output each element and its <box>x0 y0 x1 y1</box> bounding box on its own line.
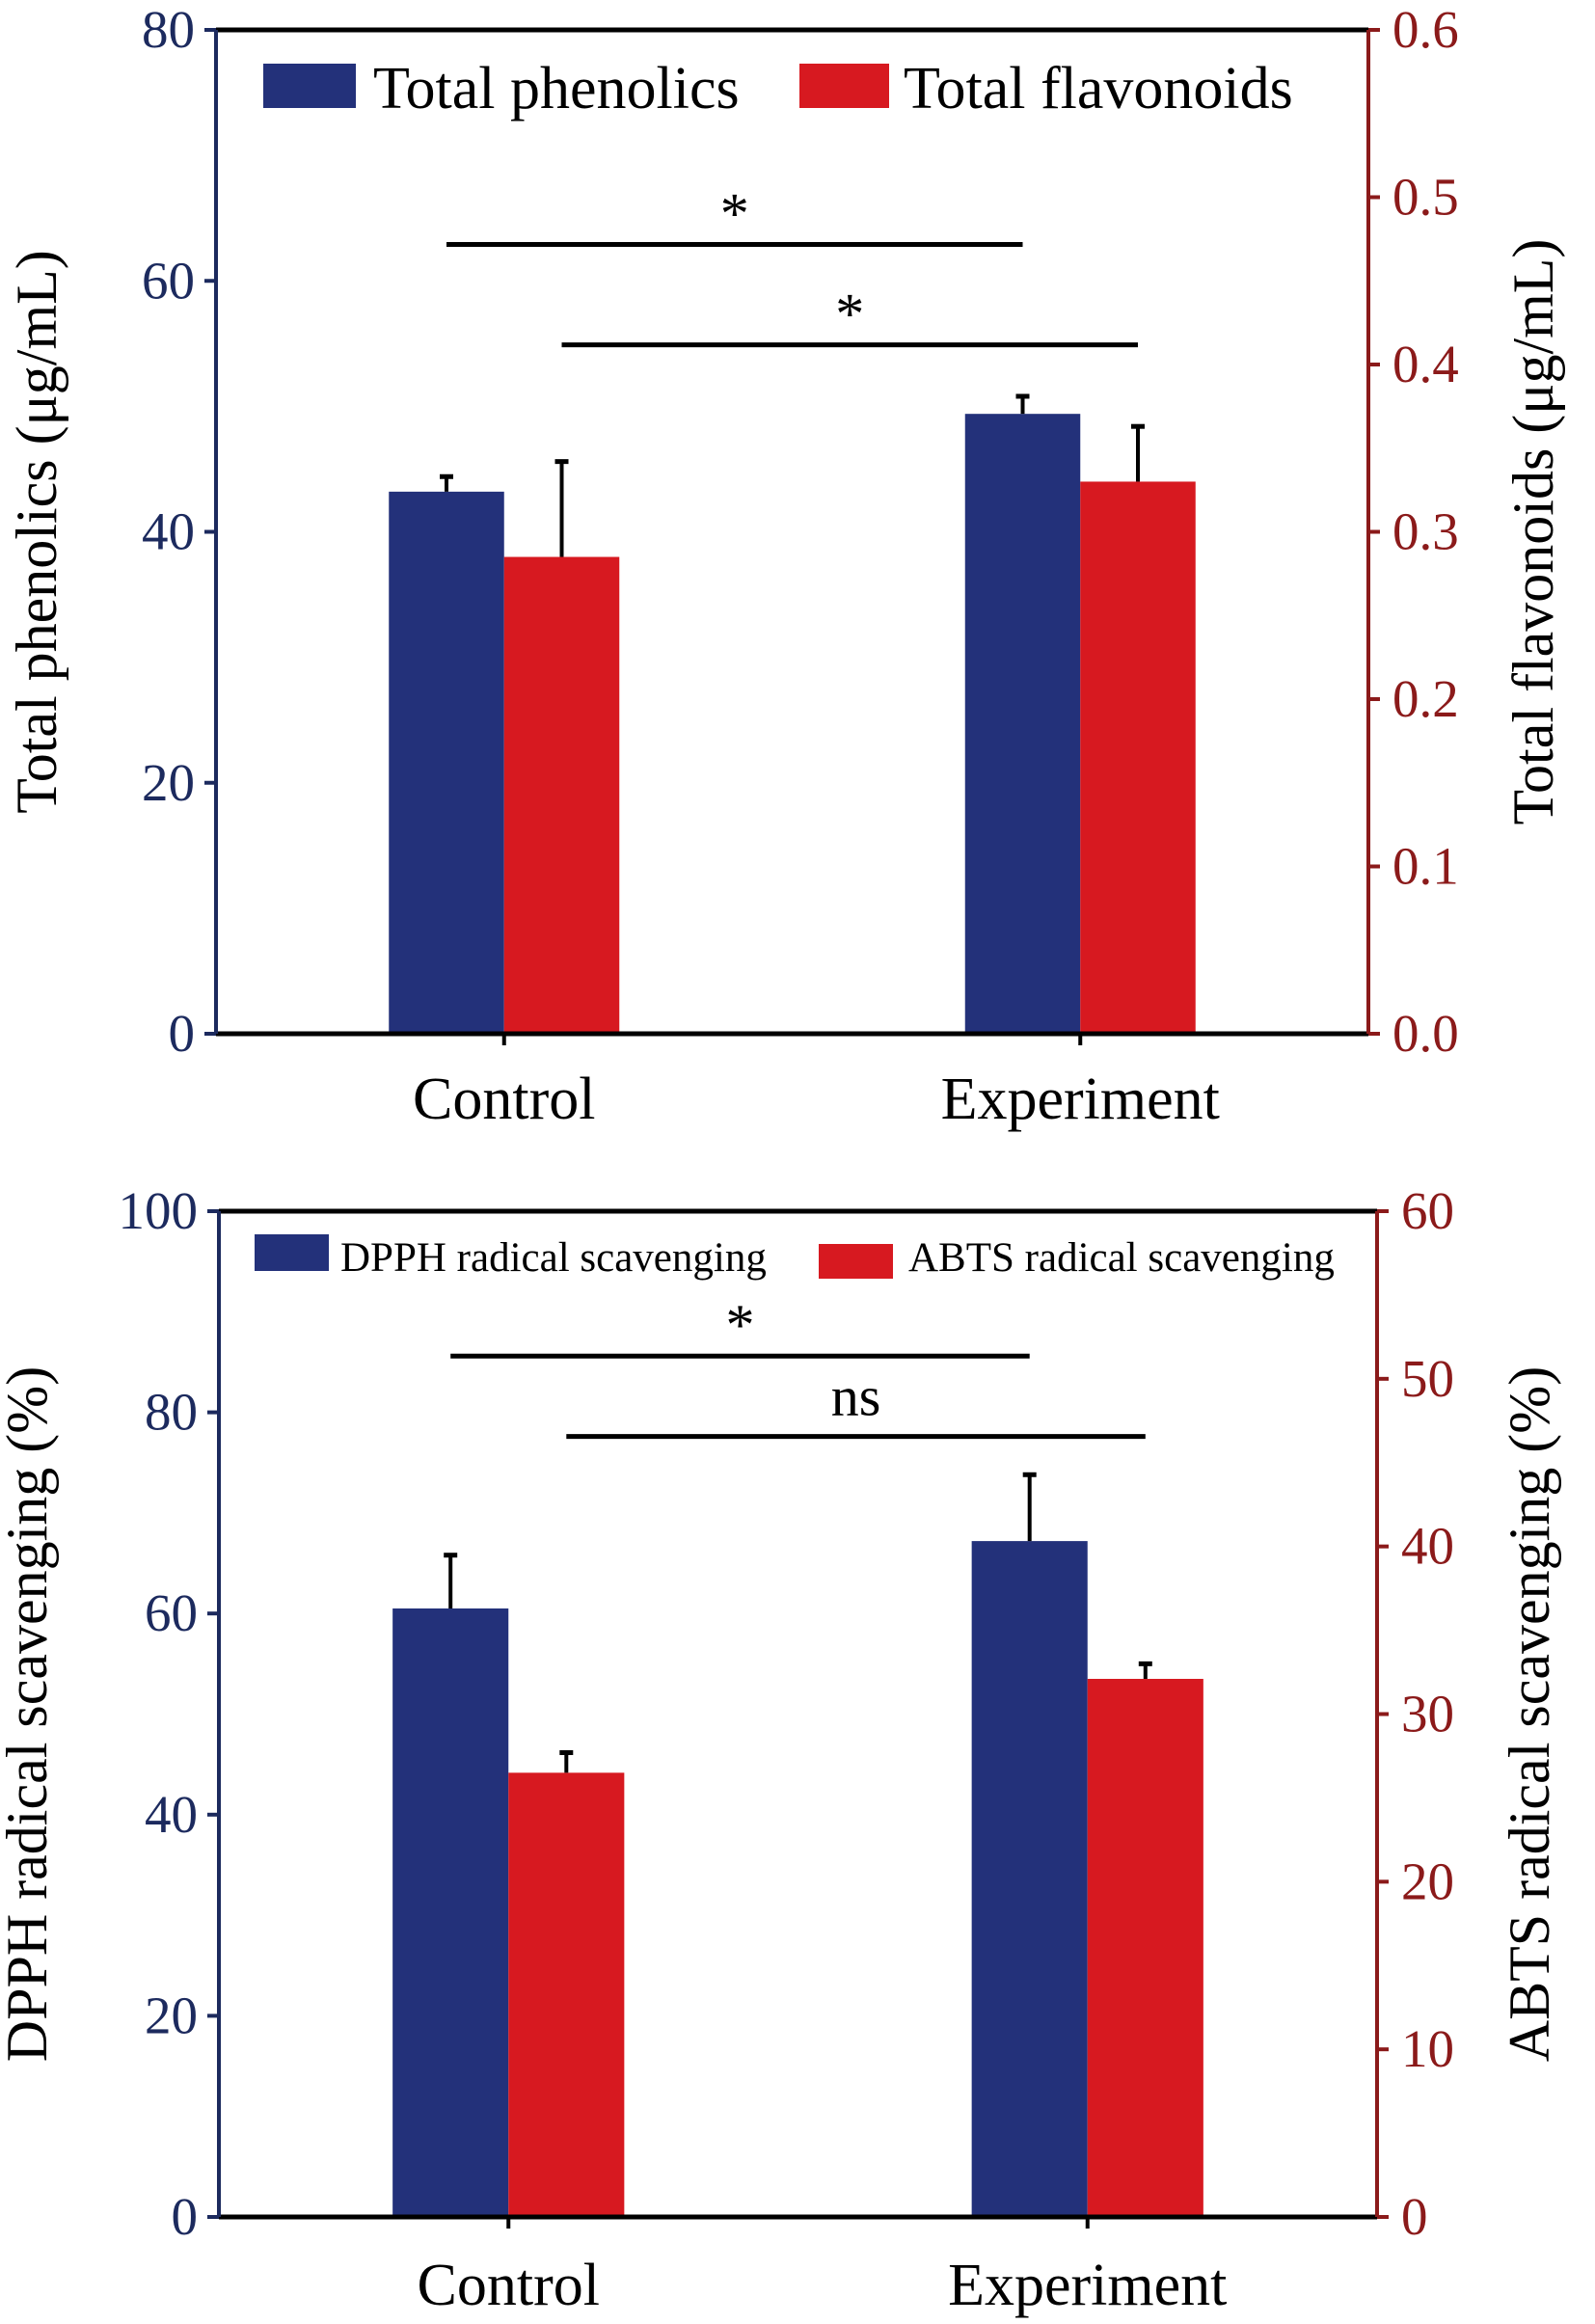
left-tick-label: 60 <box>145 1583 198 1642</box>
right-tick-label: 30 <box>1401 1685 1454 1743</box>
legend-label: DPPH radical scavenging <box>340 1235 767 1281</box>
left-tick-label: 80 <box>142 0 195 59</box>
left-tick-label: 20 <box>142 753 195 812</box>
left-tick-label: 40 <box>142 502 195 561</box>
bar <box>971 1541 1088 2217</box>
right-tick-label: 60 <box>1401 1181 1454 1240</box>
legend-label: Total phenolics <box>373 56 740 122</box>
legend-swatch <box>799 64 889 108</box>
legend-label: Total flavonoids <box>904 56 1293 122</box>
bar <box>392 1608 509 2217</box>
bar <box>389 491 504 1034</box>
bar <box>1087 1678 1203 2217</box>
left-tick-label: 60 <box>142 251 195 310</box>
left-tick-label: 100 <box>119 1181 199 1240</box>
right-tick-label: 0.3 <box>1392 502 1459 561</box>
chart-2: 0 20 40 60 80 100 0 10 20 30 40 50 60 Control Experime… <box>0 1181 1561 2318</box>
left-tick-label: 40 <box>145 1785 198 1844</box>
bar <box>508 1772 625 2217</box>
right-tick-label: 20 <box>1401 1851 1454 1910</box>
legend-swatch <box>263 64 356 108</box>
legend-swatch <box>255 1234 329 1271</box>
left-tick-label: 20 <box>145 1986 198 2044</box>
right-axis-title: Total flavonoids (μg/mL) <box>1501 239 1565 825</box>
bar <box>503 556 620 1034</box>
chart-1: 0 20 40 60 80 0.0 0.1 0.2 0.3 0.4 0.5 0.6 Control Exp… <box>5 0 1565 1132</box>
x-tick-label: Control <box>413 1067 595 1132</box>
significance-label: * <box>835 283 864 346</box>
right-tick-label: 0.4 <box>1392 335 1459 393</box>
significance-label: ns <box>831 1365 881 1428</box>
left-axis-title: Total phenolics (μg/mL) <box>5 250 68 814</box>
bar <box>964 414 1081 1034</box>
right-tick-label: 0 <box>1401 2187 1428 2246</box>
right-tick-label: 40 <box>1401 1517 1454 1576</box>
right-tick-label: 0.2 <box>1392 669 1459 728</box>
right-tick-label: 50 <box>1401 1349 1454 1408</box>
significance-label: * <box>720 182 749 246</box>
legend-swatch <box>819 1244 893 1279</box>
right-tick-label: 0.5 <box>1392 168 1459 227</box>
significance-label: * <box>725 1293 754 1357</box>
left-tick-label: 0 <box>169 1004 196 1063</box>
right-tick-label: 0.6 <box>1392 0 1459 59</box>
x-tick-label: Control <box>418 2253 600 2318</box>
x-tick-label: Experiment <box>941 1067 1220 1132</box>
right-tick-label: 10 <box>1401 2019 1454 2078</box>
right-axis-title: ABTS radical scavenging (%) <box>1498 1366 1561 2062</box>
right-tick-label: 0.1 <box>1392 837 1459 896</box>
right-tick-label: 0.0 <box>1392 1004 1459 1063</box>
left-tick-label: 0 <box>172 2187 199 2246</box>
left-tick-label: 80 <box>145 1383 198 1442</box>
left-axis-title: DPPH radical scavenging (%) <box>0 1366 59 2062</box>
bar <box>1080 481 1196 1034</box>
x-tick-label: Experiment <box>948 2253 1227 2318</box>
legend-label: ABTS radical scavenging <box>908 1235 1335 1281</box>
